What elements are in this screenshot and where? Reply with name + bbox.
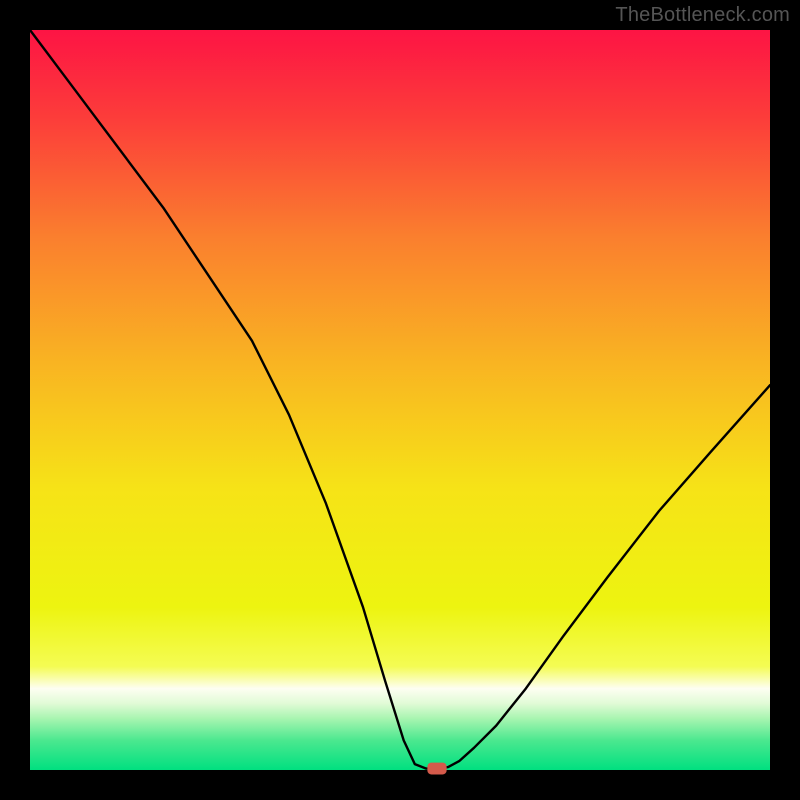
chart-container: TheBottleneck.com (0, 0, 800, 800)
minimum-marker (427, 763, 446, 775)
watermark-label: TheBottleneck.com (615, 4, 790, 27)
plot-svg (30, 30, 770, 770)
gradient-background (30, 30, 770, 770)
